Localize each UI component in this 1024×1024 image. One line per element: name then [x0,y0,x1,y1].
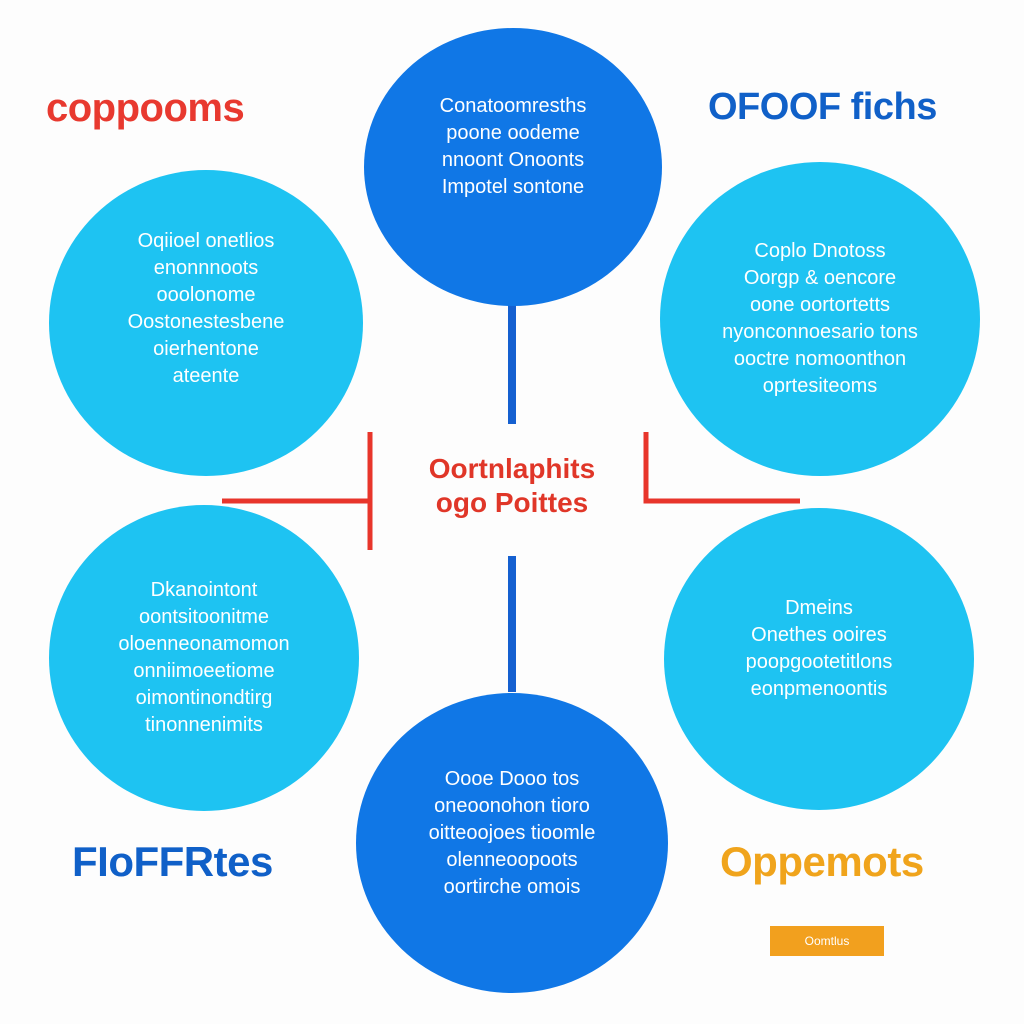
connector-right [643,432,800,504]
heading-top-left: coppooms [46,86,245,130]
status-badge: Oomtlus [770,926,884,956]
node-text-line: oitteoojoes tioomle [428,821,596,844]
node-text-line: oprtesiteoms [762,375,878,397]
node-text-line: oontsitoonitme [138,606,270,628]
node-text-line: enonnnoots [153,257,259,279]
node-text-line: poone oodeme [446,122,580,144]
node-left-upper: Oqiioel onetlios enonnnoots ooolonome Oo… [49,170,363,476]
center-label-line: ogo Poittes [435,487,589,518]
heading-bottom-right: Oppemots [720,838,924,885]
node-text-line: nnoont Onoonts [441,149,585,171]
node-text-line: Oqiioel onetlios [137,230,275,252]
node-text-line: poopgootetitlons [745,651,893,673]
node-text-line: tinonnenimits [145,714,263,736]
node-text-line: nyonconnoesario tons [722,321,918,343]
node-text-line: onniimoeetiome [133,660,275,682]
center-label-line: Oortnlaphits [428,453,596,484]
heading-top-right: OFOOF fichs [708,86,937,128]
node-left-lower: Dkanointont oontsitoonitme oloenneonamom… [49,505,359,811]
node-top: Conatoomresths poone oodeme nnoont Onoon… [364,28,662,306]
node-text-line: Oooe Dooo tos [444,767,580,790]
node-text-line: ooolonome [156,284,256,306]
center-label: Oortnlaphits ogo Poittes [396,452,628,520]
node-text-line: oloenneonamomon [118,633,290,655]
node-text-line: Conatoomresths [439,95,587,117]
node-right-lower: Dmeins Onethes ooires poopgootetitlons e… [664,508,974,810]
node-text-line: Coplo Dnotoss [754,240,886,262]
node-text-line: Onethes ooires [751,624,887,646]
node-text-line: Oostonestesbene [127,311,285,333]
node-text-line: ateente [172,365,240,387]
node-text-line: Dmeins [785,597,853,619]
node-text-line: olenneoopoots [446,848,578,871]
heading-bottom-left: FIoFFRtes [72,838,273,885]
node-text-line: Oorgp & oencore [743,267,897,289]
node-text-line: oone oortortetts [749,294,891,316]
node-text-line: oortirche omois [443,875,581,898]
connector-left [222,432,373,550]
node-text-line: oierhentone [153,338,259,360]
node-text-line: Impotel sontone [441,176,585,198]
node-right-upper: Coplo Dnotoss Oorgp & oencore oone oorto… [660,162,980,476]
node-text-line: ooctre nomoonthon [733,348,907,370]
node-text-line: Dkanointont [150,579,258,601]
node-bottom: Oooe Dooo tos oneoonohon tioro oitteoojo… [356,693,668,993]
node-text-line: oimontinondtirg [135,687,273,709]
node-text-line: oneoonohon tioro [434,794,590,817]
node-text-line: eonpmenoontis [750,678,888,700]
